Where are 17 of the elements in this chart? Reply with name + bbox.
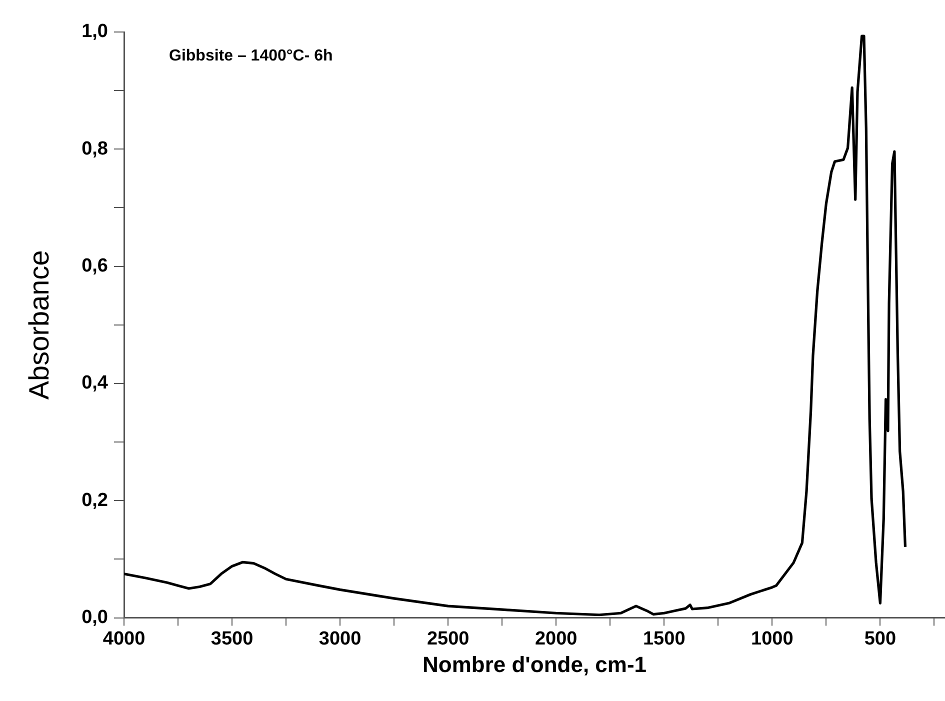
y-tick-label: 0,2 — [82, 490, 108, 511]
y-axis-title: Absorbance — [24, 250, 55, 400]
text: Gibbsite – 1400°C- 6h — [169, 47, 333, 64]
x-axis-title: Nombre d'onde, cm-1 — [422, 652, 647, 677]
x-tick-label: 3000 — [318, 628, 362, 650]
y-tick-label: 0,0 — [82, 607, 108, 628]
y-tick-label: 0,8 — [82, 138, 108, 160]
y-tick-label: 1,0 — [82, 21, 108, 42]
x-tick-label: 2500 — [426, 628, 470, 650]
x-tick-label: 4000 — [102, 628, 146, 650]
x-tick-label: 2000 — [534, 628, 578, 650]
x-tick-label: 3500 — [210, 628, 254, 650]
y-tick-label: 0,6 — [82, 256, 108, 277]
x-tick-label: 1000 — [751, 628, 794, 650]
x-tick-label: 500 — [864, 628, 896, 650]
y-tick-label: 0,4 — [82, 372, 108, 394]
x-tick-label: 1500 — [642, 628, 686, 650]
